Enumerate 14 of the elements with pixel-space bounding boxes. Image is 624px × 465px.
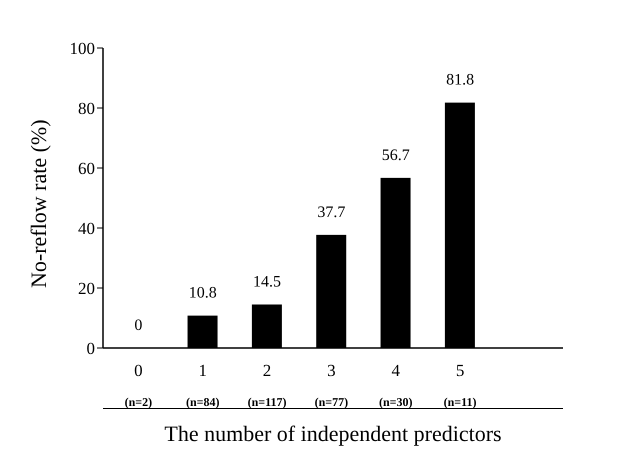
y-tick-label: 100 (70, 39, 95, 58)
y-tick-label: 40 (78, 219, 95, 238)
y-tick-label: 0 (86, 339, 95, 358)
data-label: 14.5 (253, 273, 282, 290)
data-label: 0 (134, 316, 142, 334)
y-tick-label: 20 (78, 279, 95, 298)
x-axis-title: The number of independent predictors (103, 408, 563, 447)
data-label: 37.7 (317, 204, 346, 221)
y-tick-label: 60 (78, 159, 95, 178)
data-label: 56.7 (382, 146, 410, 164)
y-tick-label: 80 (78, 99, 95, 118)
y-axis-title: No-reflow rate (%) (26, 119, 51, 288)
data-label: 81.8 (446, 72, 474, 89)
data-label: 10.8 (188, 284, 217, 302)
